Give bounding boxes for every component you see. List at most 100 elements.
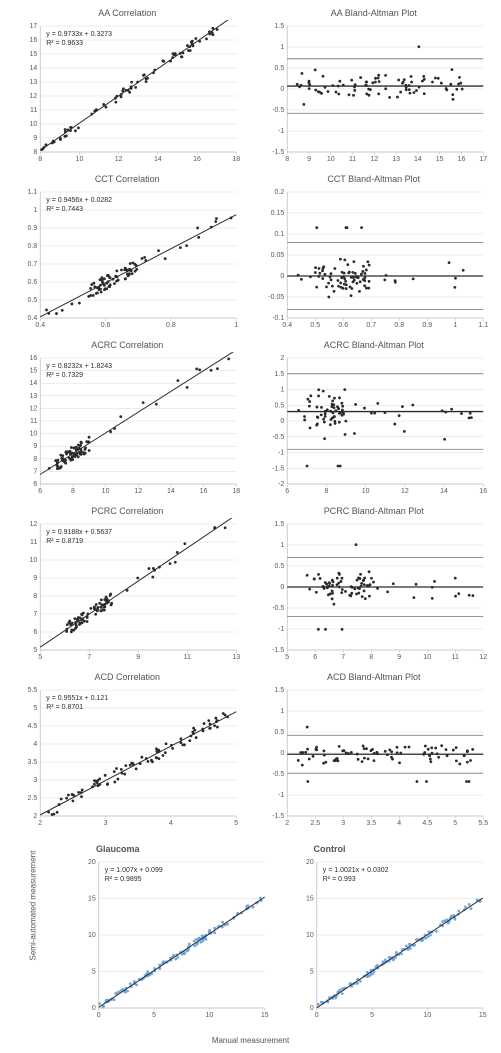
bland-altman-chart: -1.5-1-0.500.511.5891011121314151617: [255, 20, 494, 170]
svg-text:4.5: 4.5: [28, 723, 38, 730]
svg-text:1: 1: [453, 322, 457, 329]
svg-text:-1.5: -1.5: [272, 647, 284, 654]
svg-text:3.5: 3.5: [366, 820, 376, 827]
svg-text:2: 2: [33, 813, 37, 820]
correlation-panel: PCRC Correlation567891011125791113y = 0.…: [8, 506, 247, 668]
svg-text:1: 1: [234, 322, 238, 329]
svg-text:0: 0: [280, 750, 284, 757]
svg-text:0.05: 0.05: [270, 252, 284, 259]
svg-text:12: 12: [479, 654, 487, 661]
svg-text:-1.5: -1.5: [272, 465, 284, 472]
panel-title: Glaucoma: [96, 844, 140, 854]
svg-text:1: 1: [280, 708, 284, 715]
svg-text:13: 13: [29, 79, 37, 86]
group-correlation-panel: Glaucoma05101520051015y = 1.007x + 0.099…: [66, 844, 276, 1026]
svg-text:7: 7: [33, 468, 37, 475]
svg-text:10: 10: [423, 1012, 431, 1019]
svg-text:0.5: 0.5: [274, 402, 284, 409]
svg-text:2: 2: [38, 820, 42, 827]
scatter-chart: 89101112131415161781012141618y = 0.9733x…: [8, 20, 247, 170]
panel-title: ACRC Bland-Altman Plot: [324, 340, 424, 350]
y-axis-label: Semi-automated measurement: [29, 910, 38, 960]
svg-text:9: 9: [397, 654, 401, 661]
svg-text:10: 10: [29, 557, 37, 564]
svg-text:2: 2: [280, 355, 284, 362]
bland-altman-chart: -2-1.5-1-0.500.511.526810121416: [255, 352, 494, 502]
svg-text:10: 10: [361, 488, 369, 495]
svg-text:4: 4: [397, 820, 401, 827]
svg-text:8: 8: [369, 654, 373, 661]
svg-text:0.9: 0.9: [28, 225, 38, 232]
svg-text:15: 15: [478, 1012, 486, 1019]
svg-text:6: 6: [38, 488, 42, 495]
svg-text:14: 14: [154, 156, 162, 163]
svg-text:5: 5: [152, 1012, 156, 1019]
svg-text:0: 0: [280, 273, 284, 280]
svg-text:0.8: 0.8: [166, 322, 176, 329]
svg-text:0.6: 0.6: [338, 322, 348, 329]
bland-altman-panel: ACRC Bland-Altman Plot-2-1.5-1-0.500.511…: [255, 340, 494, 502]
svg-text:0.4: 0.4: [35, 322, 45, 329]
svg-text:5: 5: [285, 654, 289, 661]
svg-text:5: 5: [453, 820, 457, 827]
panel-title: ACD Correlation: [94, 672, 160, 682]
svg-text:10: 10: [206, 1012, 214, 1019]
svg-text:0.4: 0.4: [28, 315, 38, 322]
svg-text:7: 7: [87, 654, 91, 661]
svg-text:14: 14: [414, 156, 422, 163]
svg-text:-0.05: -0.05: [268, 294, 284, 301]
svg-text:0.5: 0.5: [274, 729, 284, 736]
svg-text:0.5: 0.5: [28, 297, 38, 304]
svg-text:6: 6: [313, 654, 317, 661]
svg-text:12: 12: [29, 405, 37, 412]
svg-text:15: 15: [261, 1012, 269, 1019]
svg-text:R² = 0.8701: R² = 0.8701: [46, 704, 83, 711]
panel-title: ACD Bland-Altman Plot: [327, 672, 421, 682]
svg-text:1.5: 1.5: [274, 521, 284, 528]
bland-altman-chart: -0.1-0.0500.050.10.150.20.40.50.60.70.80…: [255, 186, 494, 336]
svg-text:0.5: 0.5: [274, 65, 284, 72]
svg-text:-0.5: -0.5: [272, 107, 284, 114]
panel-title: PCRC Bland-Altman Plot: [324, 506, 424, 516]
svg-text:5: 5: [33, 705, 37, 712]
svg-text:0.4: 0.4: [282, 322, 292, 329]
svg-text:y = 0.9733x + 0.3273: y = 0.9733x + 0.3273: [46, 31, 112, 38]
panel-title: CCT Correlation: [95, 174, 160, 184]
svg-text:5: 5: [234, 820, 238, 827]
svg-text:16: 16: [29, 355, 37, 362]
svg-text:0.9: 0.9: [422, 322, 432, 329]
svg-text:8: 8: [324, 488, 328, 495]
svg-text:10: 10: [305, 932, 313, 939]
svg-text:4: 4: [169, 820, 173, 827]
svg-text:0.7: 0.7: [28, 261, 38, 268]
svg-text:2.5: 2.5: [310, 820, 320, 827]
svg-text:2: 2: [285, 820, 289, 827]
svg-text:-1: -1: [278, 626, 284, 633]
svg-text:4: 4: [33, 741, 37, 748]
svg-text:1.5: 1.5: [274, 687, 284, 694]
svg-text:3: 3: [104, 820, 108, 827]
svg-text:3: 3: [341, 820, 345, 827]
svg-text:1: 1: [280, 387, 284, 394]
svg-text:5: 5: [370, 1012, 374, 1019]
svg-text:0: 0: [92, 1005, 96, 1012]
svg-text:15: 15: [29, 368, 37, 375]
svg-text:0.15: 0.15: [270, 210, 284, 217]
svg-text:15: 15: [88, 896, 96, 903]
correlation-panel: ACD Correlation22.533.544.555.52345y = 0…: [8, 672, 247, 834]
svg-text:5.5: 5.5: [478, 820, 488, 827]
svg-text:13: 13: [29, 393, 37, 400]
svg-text:15: 15: [435, 156, 443, 163]
svg-text:10: 10: [326, 156, 334, 163]
svg-text:1.5: 1.5: [274, 23, 284, 30]
svg-text:0.6: 0.6: [101, 322, 111, 329]
svg-text:R² = 0.7443: R² = 0.7443: [46, 206, 83, 213]
svg-text:-0.1: -0.1: [272, 315, 284, 322]
svg-text:0: 0: [280, 418, 284, 425]
svg-text:13: 13: [232, 654, 240, 661]
svg-text:11: 11: [30, 418, 37, 425]
svg-text:18: 18: [232, 156, 240, 163]
svg-text:1: 1: [33, 207, 37, 214]
svg-text:R² = 0.9633: R² = 0.9633: [46, 40, 83, 47]
svg-text:8: 8: [33, 593, 37, 600]
